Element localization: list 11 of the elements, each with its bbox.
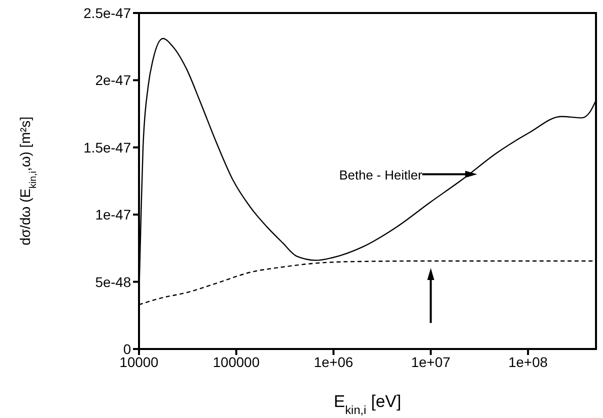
y-tick-label: 2.5e-47 — [84, 4, 132, 21]
y-tick-label: 1.5e-47 — [84, 139, 132, 156]
annotation: Bethe - Heitler — [339, 167, 423, 182]
y-tick-label: 2e-47 — [95, 72, 132, 88]
y-tick-label: 1e-47 — [95, 206, 132, 223]
x-tick-label: 1e+07 — [411, 354, 451, 370]
y-tick-label: 5e-48 — [95, 274, 132, 290]
x-tick-label: 1e+06 — [314, 354, 354, 370]
x-axis-title: E$_{kin,i}$ [eV] — [334, 392, 402, 417]
x-tick-label: 100000 — [212, 354, 260, 370]
x-tick-label: 1e+08 — [508, 354, 548, 370]
